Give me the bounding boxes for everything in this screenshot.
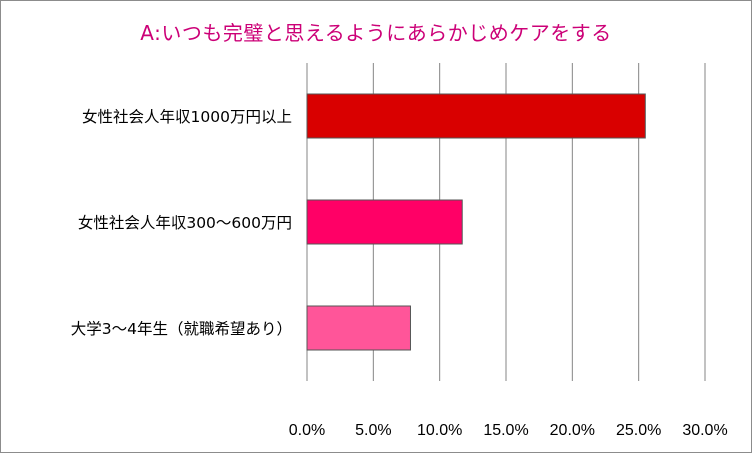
x-tick-label: 20.0% [550,422,595,439]
x-tick-label: 15.0% [483,422,528,439]
x-tick-label: 25.0% [616,422,661,439]
x-tick-label: 10.0% [417,422,462,439]
x-tick-label: 5.0% [355,422,391,439]
bar [306,93,646,139]
category-label: 女性社会人年収1000万円以上 [82,107,292,126]
bar [306,305,411,351]
category-label: 大学3～4年生（就職希望あり） [71,320,292,338]
x-tick-label: 30.0% [682,422,727,439]
category-label: 女性社会人年収300～600万円 [78,213,292,232]
x-tick-label: 0.0% [289,422,325,439]
chart-title: A:いつも完璧と思えるようにあらかじめケアをする [140,21,612,45]
bar [306,199,463,245]
